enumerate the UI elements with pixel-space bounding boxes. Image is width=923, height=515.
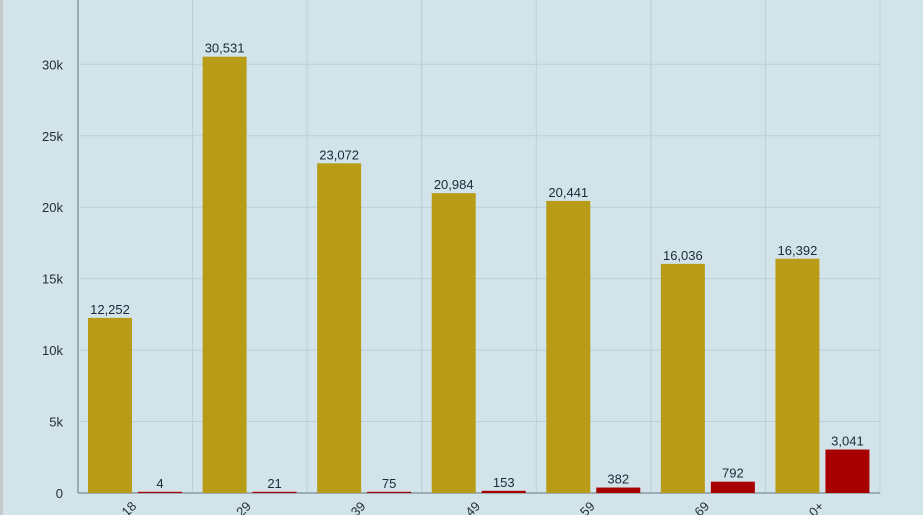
- y-tick-label: 20k: [42, 200, 63, 215]
- bar-series2-0[interactable]: [138, 491, 182, 493]
- bar-series2-6[interactable]: [825, 449, 870, 493]
- bar-series1-2[interactable]: [317, 163, 362, 494]
- bar-series2-5[interactable]: [710, 481, 755, 493]
- x-tick-label: 49: [462, 499, 483, 515]
- bar-series1-3[interactable]: [431, 193, 476, 494]
- data-labels: 12,252 4 30,531 21 23,072 75 20,984 153 20,441 38…: [90, 41, 864, 491]
- x-tick-label: 29: [233, 499, 254, 515]
- data-label: 382: [607, 472, 629, 487]
- bar-series1-1[interactable]: [202, 56, 247, 494]
- bar-series2-1[interactable]: [252, 491, 297, 493]
- x-tick-label: 18: [119, 499, 140, 515]
- data-label: 792: [722, 466, 744, 481]
- data-label: 21: [267, 476, 281, 491]
- bar-series1-6[interactable]: [775, 258, 820, 493]
- bar-series1-0[interactable]: [88, 317, 132, 493]
- data-label: 12,252: [90, 302, 130, 317]
- bar-series2-2[interactable]: [367, 491, 412, 493]
- data-label: 3,041: [831, 434, 864, 449]
- y-tick-label: 25k: [42, 129, 63, 144]
- data-label: 16,036: [663, 248, 703, 263]
- bar-series1-5[interactable]: [660, 263, 705, 493]
- bar-series2-4[interactable]: [596, 487, 641, 493]
- bar-series1-4[interactable]: [546, 200, 591, 494]
- y-tick-label: 0: [56, 486, 63, 501]
- data-label: 20,984: [434, 177, 474, 192]
- axes: [77, 0, 880, 494]
- x-tick-label: 39: [348, 499, 369, 515]
- y-tick-label: 30k: [42, 57, 63, 72]
- tick-labels: 0 5k 10k 15k 20k 25k 30k 18 29 39 49 59 69 0+: [42, 57, 827, 515]
- bar-series2-3[interactable]: [481, 490, 526, 493]
- data-label: 30,531: [205, 41, 245, 56]
- data-label: 20,441: [548, 185, 588, 200]
- y-tick-label: 5k: [49, 415, 63, 430]
- data-label: 4: [156, 476, 163, 491]
- x-tick-label: 69: [691, 499, 712, 515]
- data-label: 23,072: [319, 147, 359, 162]
- data-label: 75: [382, 476, 396, 491]
- y-tick-label: 15k: [42, 272, 63, 287]
- bar-chart: 12,252 4 30,531 21 23,072 75 20,984 153 20,441 38…: [42, 0, 881, 515]
- data-label: 16,392: [778, 243, 818, 258]
- grid-lines: [78, 0, 881, 493]
- x-tick-label: 59: [577, 499, 598, 515]
- bars: [88, 56, 870, 494]
- y-tick-label: 10k: [42, 343, 63, 358]
- x-tick-label: 0+: [806, 499, 827, 515]
- data-label: 153: [493, 475, 515, 490]
